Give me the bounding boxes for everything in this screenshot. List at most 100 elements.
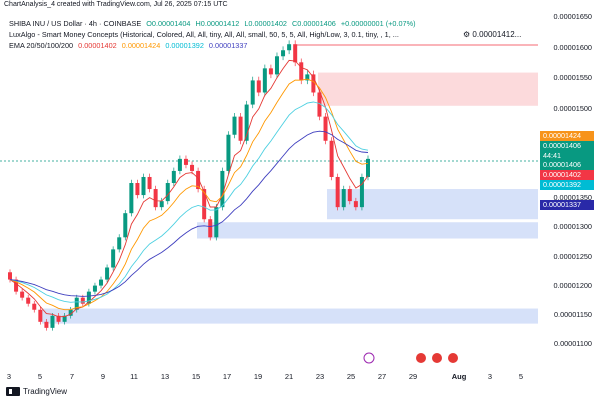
tradingview-logo-icon xyxy=(6,387,20,396)
candle-body xyxy=(20,291,25,298)
time-axis-label: 17 xyxy=(222,372,232,381)
gear-icon[interactable]: ⚙ xyxy=(463,30,471,39)
candle-body xyxy=(202,189,207,220)
demand-zone xyxy=(197,222,538,239)
footer-brand[interactable]: TradingView xyxy=(6,387,67,396)
candle-body xyxy=(183,158,188,165)
candle-body xyxy=(26,297,31,304)
candle-body xyxy=(68,309,73,316)
candle-body xyxy=(281,50,286,57)
ema-indicator-legend[interactable]: EMA 20/50/100/200 0.00001402 0.00001424 … xyxy=(9,41,247,50)
smc-indicator-label: LuxAlgo - Smart Money Concepts (Historic… xyxy=(9,30,399,39)
ema200-value: 0.00001337 xyxy=(208,41,248,50)
candle-body xyxy=(238,116,243,141)
demand-zone xyxy=(327,189,538,220)
candle-body xyxy=(317,92,322,117)
last-price-value: 0.00001406 xyxy=(543,141,581,150)
time-axis-label: 3 xyxy=(6,372,12,381)
ema100-value: 0.00001392 xyxy=(165,41,204,50)
ema50-price-tag: 0.00001424 xyxy=(540,131,594,141)
price-axis-label: 0.00001650 xyxy=(553,12,592,21)
price-axis-label: 0.00001600 xyxy=(553,43,592,52)
candle-body xyxy=(8,272,12,280)
price-axis-label: 0.00001200 xyxy=(553,281,592,290)
time-axis-label: 29 xyxy=(408,372,418,381)
last-price-close-tag: 0.00001406 xyxy=(540,160,594,170)
candle-body xyxy=(123,213,128,238)
time-axis-label: 5 xyxy=(518,372,524,381)
indicator-controls[interactable]: ⚙ 0.00001412... xyxy=(463,30,521,39)
candle-body xyxy=(50,315,55,328)
candle-body xyxy=(359,176,364,208)
candle-body xyxy=(44,321,49,328)
time-axis-label: 9 xyxy=(100,372,106,381)
candle-body xyxy=(171,170,176,184)
candle-body xyxy=(329,140,334,177)
high-value: H0.00001412 xyxy=(195,19,240,28)
ema50-value: 0.00001424 xyxy=(121,41,161,50)
candle-body xyxy=(196,170,201,190)
ema20-price-tag: 0.00001402 xyxy=(540,170,594,180)
ema200-line xyxy=(9,130,369,297)
open-value: O0.00001404 xyxy=(146,19,191,28)
time-axis-label: 21 xyxy=(284,372,294,381)
candle-body xyxy=(159,201,164,208)
ema100-price-tag: 0.00001392 xyxy=(540,180,594,190)
candle-body xyxy=(347,189,352,202)
time-axis-label: 25 xyxy=(346,372,356,381)
price-axis-label: 0.00001100 xyxy=(553,339,592,348)
candle-body xyxy=(135,183,140,196)
candle-body xyxy=(287,44,292,51)
smc-indicator-legend[interactable]: LuxAlgo - Smart Money Concepts (Historic… xyxy=(9,30,399,39)
candle-body xyxy=(80,297,85,304)
candle-body xyxy=(99,279,104,286)
time-axis-label: 27 xyxy=(377,372,387,381)
price-axis-label: 0.00001150 xyxy=(553,310,592,319)
candle-body xyxy=(190,164,195,171)
us-flag-event-icon xyxy=(448,353,458,363)
candle-body xyxy=(165,183,170,202)
ema50-line xyxy=(9,78,369,311)
low-value: L0.00001402 xyxy=(244,19,287,28)
candle-body xyxy=(220,170,225,208)
ema200-price-tag: 0.00001337 xyxy=(540,200,594,210)
time-axis-label: 19 xyxy=(253,372,263,381)
candle-body xyxy=(32,303,37,310)
ema100-line xyxy=(9,101,369,303)
candle-body xyxy=(141,176,146,196)
candle-body xyxy=(299,62,304,81)
candle-body xyxy=(311,74,316,93)
us-flag-event-icon xyxy=(416,353,426,363)
countdown-value: 44:41 xyxy=(543,150,561,160)
time-axis-label: 13 xyxy=(160,372,170,381)
ema20-line xyxy=(9,59,369,318)
demand-zone xyxy=(42,308,538,324)
candle-body xyxy=(335,176,340,208)
candle-body xyxy=(274,56,279,75)
price-axis-label: 0.00001550 xyxy=(553,73,592,82)
time-axis-label: 5 xyxy=(37,372,43,381)
price-axis-label: 0.00001250 xyxy=(553,252,592,261)
ema-indicator-label: EMA 20/50/100/200 xyxy=(9,41,74,50)
symbol-title: SHIBA INU / US Dollar · 4h · COINBASE xyxy=(9,19,142,28)
candle-body xyxy=(56,315,61,322)
lightning-icon xyxy=(363,352,375,364)
chart-caption: ChartAnalysis_4 created with TradingView… xyxy=(4,1,228,8)
time-axis-label: 15 xyxy=(191,372,201,381)
time-axis-label: 11 xyxy=(130,372,138,381)
candle-body xyxy=(226,134,231,171)
candle-body xyxy=(366,158,370,177)
ema20-value: 0.00001402 xyxy=(78,41,117,50)
candle-body xyxy=(244,104,249,141)
candle-body xyxy=(268,68,273,75)
symbol-legend[interactable]: SHIBA INU / US Dollar · 4h · COINBASE O0… xyxy=(9,19,416,28)
time-axis-label: Aug xyxy=(451,372,467,381)
candle-body xyxy=(62,315,67,322)
candle-body xyxy=(38,309,43,322)
price-axis-label: 0.00001500 xyxy=(553,104,592,113)
candle-body xyxy=(147,176,152,190)
close-value: C0.00001406 xyxy=(292,19,336,28)
time-axis-label: 3 xyxy=(487,372,493,381)
us-flag-event-icon xyxy=(432,353,442,363)
